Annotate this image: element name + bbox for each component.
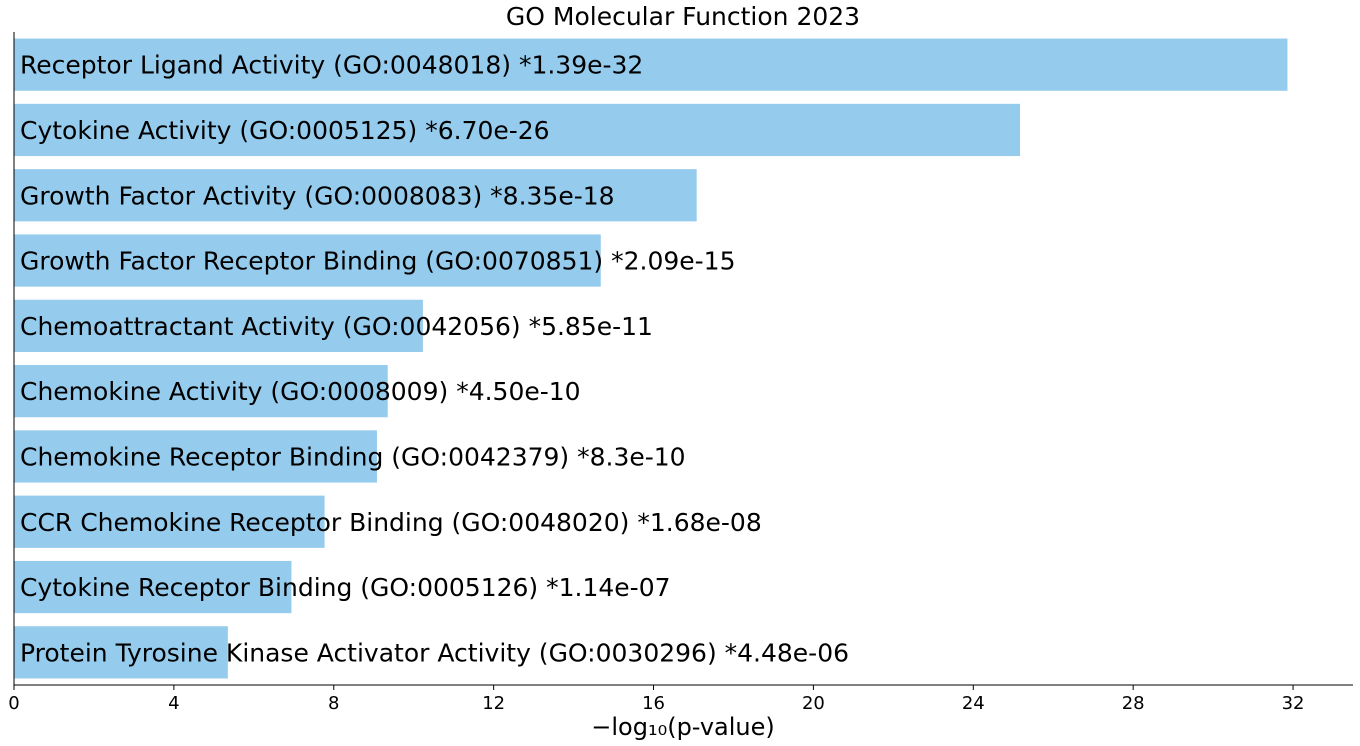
x-tick-label: 20 [802, 693, 825, 714]
bar [14, 169, 697, 222]
bar-label: Chemokine Activity (GO:0008009) *4.50e-1… [20, 377, 581, 406]
x-tick-label: 24 [962, 693, 985, 714]
bar-label: Cytokine Receptor Binding (GO:0005126) *… [20, 573, 671, 602]
axes-layer: 0 4 8 12 16 20 24 28 32 [8, 32, 1353, 714]
bar-label: CCR Chemokine Receptor Binding (GO:00480… [20, 508, 762, 537]
bar [14, 626, 228, 679]
x-tick-label: 28 [1122, 693, 1145, 714]
chart-title: GO Molecular Function 2023 [505, 2, 861, 31]
bar [14, 103, 1021, 157]
bar-label: Protein Tyrosine Kinase Activator Activi… [20, 638, 849, 667]
x-tick-label: 4 [168, 693, 179, 714]
bar-label: Chemokine Receptor Binding (GO:0042379) … [20, 442, 686, 471]
bar-label: Chemoattractant Activity (GO:0042056) *5… [20, 312, 653, 341]
bar-label: Cytokine Activity (GO:0005125) *6.70e-26 [20, 116, 550, 145]
x-tick-label: 16 [642, 693, 665, 714]
bar [14, 430, 377, 483]
x-axis-label: −log₁₀(p-value) [591, 713, 774, 741]
bar [14, 234, 601, 287]
x-tick-label: 8 [328, 693, 339, 714]
x-tick-label: 12 [482, 693, 505, 714]
x-tick-label: 0 [8, 693, 19, 714]
bar-label: Receptor Ligand Activity (GO:0048018) *1… [20, 51, 643, 80]
bars-layer [14, 38, 1288, 679]
bar [14, 495, 325, 548]
bar [14, 38, 1288, 91]
bar-label: Growth Factor Activity (GO:0008083) *8.3… [20, 181, 615, 210]
bar [14, 560, 292, 614]
x-tick-label: 32 [1282, 693, 1305, 714]
bar-label: Growth Factor Receptor Binding (GO:00708… [20, 247, 735, 276]
bar [14, 365, 388, 418]
bar [14, 299, 423, 352]
labels-layer: Receptor Ligand Activity (GO:0048018) *1… [20, 51, 849, 668]
